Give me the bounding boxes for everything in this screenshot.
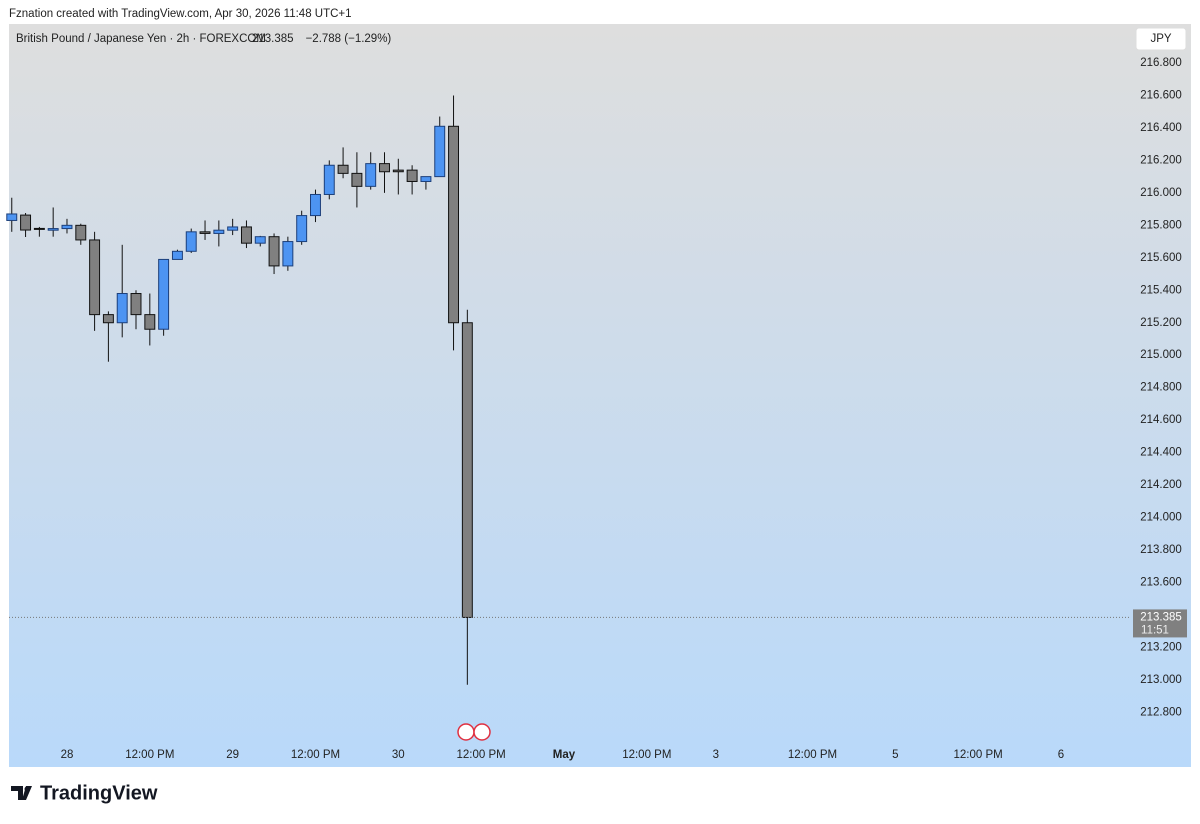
event-icons — [457, 723, 491, 741]
y-tick-label: 216.000 — [1140, 187, 1182, 199]
candle-body — [130, 293, 142, 316]
candle-body — [254, 236, 266, 244]
y-tick-label: 214.800 — [1140, 382, 1182, 394]
y-tick-label: 214.200 — [1140, 479, 1182, 491]
candle-body — [116, 293, 128, 324]
y-tick-label: 214.000 — [1140, 512, 1182, 524]
brand-logo — [11, 786, 32, 800]
y-tick-label: 215.000 — [1140, 349, 1182, 361]
symbol: British Pound / Japanese Yen · 2h · FORE… — [16, 33, 266, 45]
last-price-tag — [1133, 609, 1187, 638]
y-tick-label: 214.600 — [1140, 414, 1182, 426]
candle-body — [296, 215, 308, 243]
y-tick-label: 215.200 — [1140, 317, 1182, 329]
candle-body — [268, 236, 280, 267]
candle-body — [310, 193, 321, 217]
candle-body — [199, 231, 211, 234]
y-tick-label: 213.800 — [1140, 544, 1182, 556]
last-price: 213.385 — [252, 33, 294, 45]
y-tick-label: 214.400 — [1140, 447, 1182, 459]
candle-body — [89, 239, 101, 316]
y-tick-label: 213.200 — [1140, 641, 1182, 653]
candle-body — [392, 169, 404, 173]
candle-body — [171, 250, 183, 260]
candle-body — [61, 224, 73, 230]
candle-body — [6, 213, 18, 221]
y-tick-label: 215.400 — [1140, 284, 1182, 296]
x-tick-label: 30 — [392, 749, 405, 761]
x-tick-label: 12:00 PM — [291, 749, 340, 761]
candle-body — [337, 164, 349, 174]
y-tick-label: 213.600 — [1140, 577, 1182, 589]
y-tick-label: 215.600 — [1140, 252, 1182, 264]
candle-body — [365, 163, 377, 187]
candle-body — [379, 163, 390, 173]
countdown: 11:51 — [1141, 624, 1169, 636]
candle-body — [185, 231, 197, 252]
candle-body — [434, 125, 446, 178]
y-tick-label: 213.000 — [1140, 674, 1182, 686]
x-tick-label: 12:00 PM — [954, 749, 1003, 761]
last-price-label: 213.385 — [1140, 611, 1182, 623]
currency[interactable]: JPY — [1150, 33, 1171, 45]
y-tick-label: 212.800 — [1140, 706, 1182, 718]
candle-body — [213, 229, 225, 234]
candle-body — [282, 241, 294, 267]
y-tick-label: 215.800 — [1140, 219, 1182, 231]
candle-body — [420, 176, 432, 182]
brand: TradingView — [40, 782, 158, 804]
candle-body — [323, 164, 335, 195]
x-tick-label: 3 — [713, 749, 719, 761]
x-tick-label: 12:00 PM — [457, 749, 506, 761]
chart-area — [9, 24, 1191, 767]
candle-body — [144, 314, 156, 330]
candle-body — [75, 224, 87, 241]
x-tick-label: 12:00 PM — [125, 749, 174, 761]
currency-button[interactable] — [1135, 27, 1187, 51]
candle-body — [448, 125, 460, 324]
candle-body — [240, 226, 252, 244]
candle-body — [47, 228, 59, 231]
candle-body — [158, 258, 170, 330]
candle-body — [20, 214, 32, 231]
candle-body — [461, 322, 473, 618]
price-change: −2.788 (−1.29%) — [306, 33, 392, 45]
candle-body — [102, 314, 114, 324]
x-tick-label: 29 — [226, 749, 239, 761]
y-tick-label: 216.600 — [1140, 89, 1182, 101]
candle-body — [406, 169, 418, 182]
x-tick-label: 6 — [1058, 749, 1064, 761]
x-tick-label: May — [553, 749, 576, 761]
y-tick-label: 216.400 — [1140, 122, 1182, 134]
plot: 212.800 213.000 213.200 213.600 213.800 214.0… — [6, 57, 1187, 761]
candle-body — [227, 226, 239, 231]
x-tick-label: 5 — [892, 749, 898, 761]
candle-body — [33, 227, 45, 230]
x-tick-label: 12:00 PM — [622, 749, 671, 761]
x-tick-label: 12:00 PM — [788, 749, 837, 761]
y-tick-label: 216.800 — [1140, 57, 1182, 69]
attribution: Fznation created with TradingView.com, A… — [9, 8, 352, 20]
y-tick-label: 216.200 — [1140, 154, 1182, 166]
candle-body — [351, 172, 363, 187]
x-tick-label: 28 — [61, 749, 74, 761]
